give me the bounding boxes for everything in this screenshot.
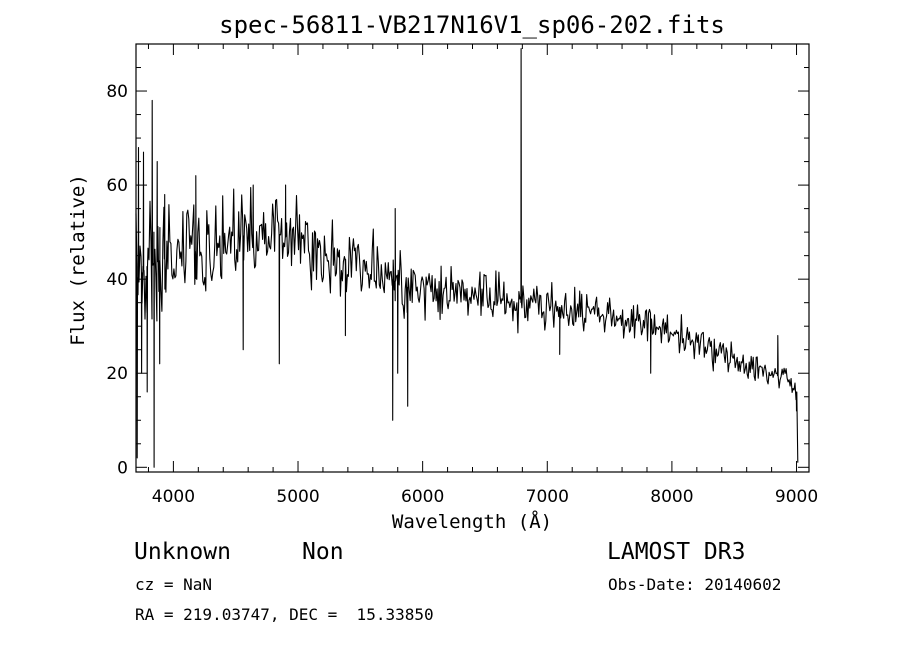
- axis-tick-labels: 4000 5000 6000 7000 8000 9000 0 20 40 60 80: [106, 82, 818, 507]
- x-tick-label: 8000: [650, 487, 693, 507]
- y-tick-label: 0: [117, 458, 128, 478]
- x-axis-label: Wavelength (Å): [392, 510, 552, 533]
- chart-title: spec-56811-VB217N16V1_sp06-202.fits: [219, 11, 725, 39]
- x-tick-label: 4000: [152, 487, 195, 507]
- x-tick-label: 6000: [401, 487, 444, 507]
- coords-label: RA = 219.03747, DEC = 15.33850: [135, 605, 434, 624]
- y-tick-label: 60: [106, 176, 128, 196]
- class-label: Unknown: [134, 539, 231, 565]
- obs-date-label: Obs-Date: 20140602: [608, 575, 782, 594]
- x-tick-label: 7000: [526, 487, 569, 507]
- y-tick-label: 20: [106, 364, 128, 384]
- subclass-label: Non: [302, 539, 344, 565]
- y-tick-label: 80: [106, 82, 128, 102]
- spectrum-line: [135, 48, 799, 468]
- redshift-label: cz = NaN: [135, 575, 213, 594]
- x-tick-label: 9000: [775, 487, 818, 507]
- survey-label: LAMOST DR3: [607, 539, 746, 565]
- y-axis-label: Flux (relative): [67, 174, 89, 346]
- x-tick-label: 5000: [276, 487, 319, 507]
- y-tick-label: 40: [106, 270, 128, 290]
- plot-frame: [135, 43, 810, 473]
